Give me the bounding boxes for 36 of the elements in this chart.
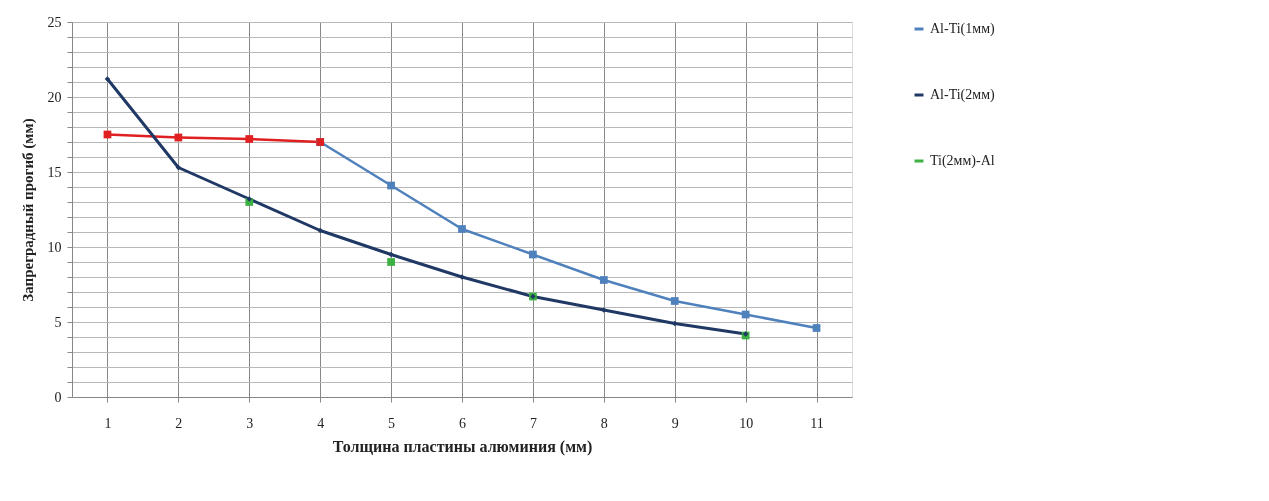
legend-label: Ti(2мм)-Al (930, 153, 995, 169)
point (387, 258, 395, 266)
point (317, 227, 323, 234)
legend-label: Al-Ti(1мм) (930, 21, 995, 37)
point (599, 276, 608, 284)
x-tick-label: 8 (600, 415, 608, 431)
y-axis-title: Запреградный прогиб (мм) (19, 118, 37, 302)
x-tick-label: 5 (388, 415, 396, 431)
x-tick-label: 3 (246, 415, 254, 431)
point (245, 135, 254, 143)
point (174, 133, 183, 142)
point (387, 181, 395, 190)
point (741, 310, 750, 319)
x-tick-label: 1 (104, 415, 112, 431)
y-tick-label: 5 (54, 314, 62, 330)
x-tick-label: 2 (175, 415, 183, 431)
legend-label: Al-Ti(2мм) (930, 87, 995, 103)
x-tick-label: 9 (671, 415, 679, 431)
x-tick-label: 10 (739, 415, 754, 431)
point (670, 297, 679, 305)
y-tick-label: 20 (47, 89, 62, 105)
x-tick-label: 7 (529, 415, 537, 431)
point (246, 196, 253, 202)
point (104, 76, 111, 82)
x-axis-title: Толщина пластины алюминия (мм) (332, 437, 593, 456)
y-tick-label: 15 (47, 164, 62, 180)
x-tick-label: 4 (317, 415, 325, 431)
point (458, 225, 466, 233)
point (529, 250, 537, 259)
x-tick-label: 6 (459, 415, 466, 431)
y-tick-label: 0 (54, 389, 62, 405)
y-tick-label: 10 (47, 239, 62, 255)
point (812, 324, 821, 332)
y-tick-label: 25 (47, 14, 62, 30)
x-tick-label: 11 (810, 415, 824, 431)
point (388, 251, 394, 258)
